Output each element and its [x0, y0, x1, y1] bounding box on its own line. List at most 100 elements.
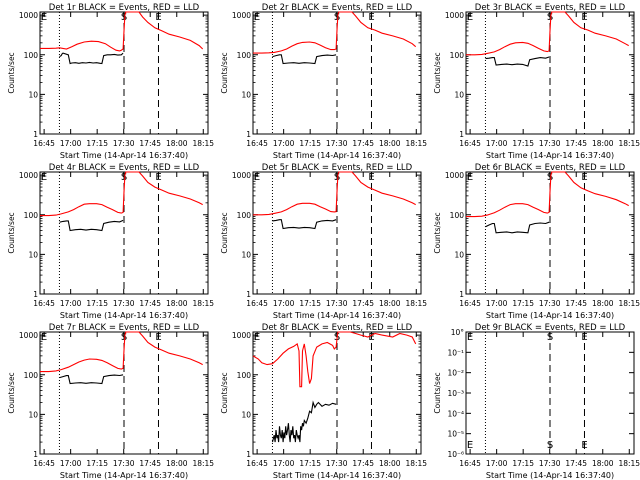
x-tick-label: 18:15	[618, 459, 640, 468]
y-tick-label: 1000	[19, 331, 38, 340]
x-tick-label: 17:15	[512, 459, 534, 468]
series-line-lld	[253, 171, 416, 216]
x-tick-label: 18:00	[592, 139, 614, 148]
series-line-events	[59, 374, 124, 385]
x-tick-label: 17:00	[486, 139, 508, 148]
series-line-lld	[40, 171, 203, 217]
x-tick-label: 17:00	[60, 299, 82, 308]
y-tick-label: 10°	[451, 328, 465, 337]
y-tick-label: 1	[459, 130, 464, 139]
x-tick-label: 16:45	[459, 139, 481, 148]
x-tick-label: 18:15	[618, 299, 640, 308]
detector-panel-9: Det 9r BLACK = Events, RED = LLD 10° 10⁻¹ 1…	[433, 323, 640, 480]
x-tick-label: 17:30	[113, 459, 135, 468]
x-tick-label: 18:15	[405, 459, 427, 468]
y-tick-label: 100	[237, 51, 252, 60]
y-tick-label: 1000	[232, 171, 251, 180]
x-tick-label: 17:00	[60, 459, 82, 468]
y-tick-label: 100	[450, 211, 465, 220]
marker-label-top: E	[581, 172, 587, 183]
y-tick-label: 10	[28, 250, 38, 259]
x-tick-label: 18:15	[192, 459, 214, 468]
marker-label-top: E	[581, 12, 587, 23]
y-tick-label: 1000	[232, 331, 251, 340]
y-axis-label: Counts/sec	[220, 212, 229, 253]
x-tick-label: 17:00	[273, 139, 295, 148]
series-line-events	[485, 56, 550, 67]
y-axis-label: Counts/sec	[7, 212, 16, 253]
x-tick-label: 18:00	[166, 139, 188, 148]
marker-label-top: E	[254, 12, 260, 23]
y-tick-label: 1000	[445, 171, 464, 180]
marker-label-top: E	[41, 172, 47, 183]
detector-panel-4: Det 4r BLACK = Events, RED = LLD 1 10 100 10…	[7, 163, 214, 320]
y-axis-label: Counts/sec	[220, 372, 229, 413]
x-axis-label: Start Time (14-Apr-14 16:37:40)	[486, 311, 614, 320]
x-tick-label: 16:45	[246, 299, 268, 308]
x-tick-label: 17:30	[539, 459, 561, 468]
series-line-events	[59, 52, 124, 65]
marker-label-top: E	[368, 12, 374, 23]
x-tick-label: 18:00	[379, 299, 401, 308]
x-tick-label: 17:00	[273, 459, 295, 468]
y-tick-label: 1	[33, 130, 38, 139]
panel-title: Det 3r BLACK = Events, RED = LLD	[475, 3, 626, 13]
x-tick-label: 17:30	[326, 299, 348, 308]
x-axis-label: Start Time (14-Apr-14 16:37:40)	[486, 471, 614, 480]
y-tick-label: 10	[241, 90, 251, 99]
marker-label-top: E	[254, 332, 260, 343]
x-tick-label: 17:15	[86, 459, 108, 468]
x-tick-label: 18:00	[592, 459, 614, 468]
marker-label-top: S	[547, 332, 553, 343]
x-axis-label: Start Time (14-Apr-14 16:37:40)	[273, 311, 401, 320]
detector-panel-3: Det 3r BLACK = Events, RED = LLD 1 10 100 10…	[433, 3, 640, 160]
y-tick-label: 10⁻²	[447, 369, 464, 378]
x-axis-label: Start Time (14-Apr-14 16:37:40)	[273, 471, 401, 480]
series-line-lld	[466, 171, 629, 218]
detector-panel-7: Det 7r BLACK = Events, RED = LLD 1 10 100 10…	[7, 323, 214, 480]
y-tick-label: 1	[246, 450, 251, 459]
x-tick-label: 17:15	[86, 299, 108, 308]
x-tick-label: 17:45	[565, 139, 587, 148]
x-axis-label: Start Time (14-Apr-14 16:37:40)	[273, 151, 401, 160]
x-tick-label: 17:00	[273, 299, 295, 308]
panel-title: Det 1r BLACK = Events, RED = LLD	[49, 3, 200, 13]
y-tick-label: 1	[33, 450, 38, 459]
x-tick-label: 17:30	[539, 139, 561, 148]
marker-label-bottom: S	[547, 440, 553, 451]
x-axis-label: Start Time (14-Apr-14 16:37:40)	[60, 311, 188, 320]
x-tick-label: 17:45	[352, 299, 374, 308]
detector-panel-8: Det 8r BLACK = Events, RED = LLD 1 10 100 10…	[220, 323, 427, 480]
x-tick-label: 17:00	[486, 459, 508, 468]
x-tick-label: 18:15	[405, 139, 427, 148]
y-tick-label: 1000	[19, 171, 38, 180]
x-tick-label: 18:00	[166, 299, 188, 308]
x-tick-label: 17:45	[565, 459, 587, 468]
x-tick-label: 17:00	[486, 299, 508, 308]
x-tick-label: 17:15	[512, 139, 534, 148]
y-tick-label: 100	[237, 211, 252, 220]
y-tick-label: 1000	[19, 11, 38, 20]
detector-panel-1: Det 1r BLACK = Events, RED = LLD 1 10 100 10…	[7, 3, 214, 160]
x-tick-label: 18:00	[379, 139, 401, 148]
y-tick-label: 100	[24, 211, 39, 220]
x-tick-label: 18:15	[618, 139, 640, 148]
y-tick-label: 100	[24, 371, 39, 380]
x-tick-label: 16:45	[246, 139, 268, 148]
marker-label-top: E	[467, 172, 473, 183]
y-tick-label: 1	[246, 290, 251, 299]
marker-label-top: S	[121, 172, 127, 183]
marker-label-top: E	[581, 332, 587, 343]
x-tick-label: 17:45	[352, 459, 374, 468]
series-line-lld	[253, 11, 417, 54]
series-line-events	[272, 54, 337, 65]
y-tick-label: 10⁻⁴	[447, 409, 464, 418]
y-tick-label: 10	[241, 250, 251, 259]
marker-label-bottom: E	[581, 440, 587, 451]
y-tick-label: 10⁻⁶	[447, 450, 464, 459]
marker-label-top: E	[467, 12, 473, 23]
marker-label-top: E	[155, 12, 161, 23]
x-tick-label: 17:30	[113, 139, 135, 148]
panel-title: Det 4r BLACK = Events, RED = LLD	[49, 163, 200, 173]
